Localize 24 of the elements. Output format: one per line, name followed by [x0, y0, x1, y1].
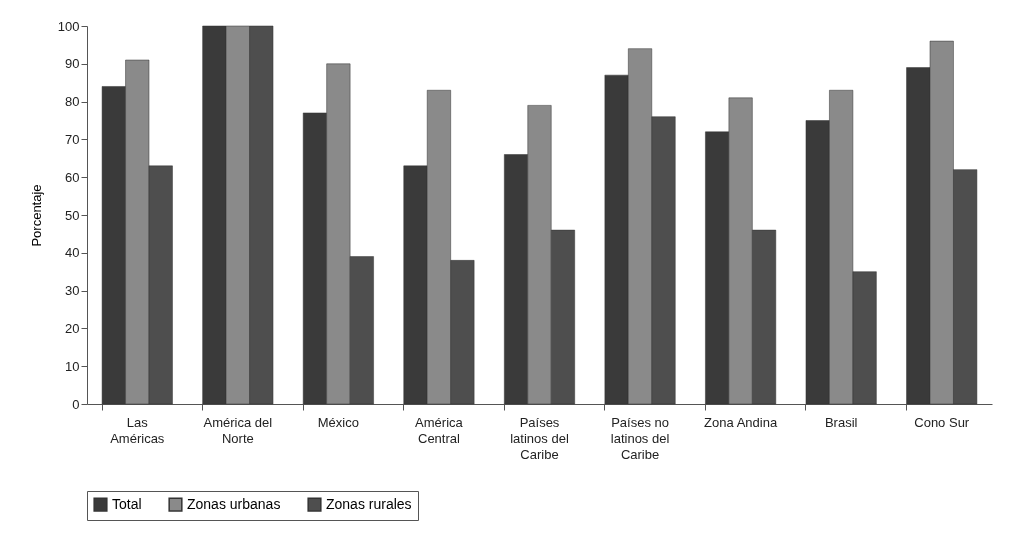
x-tick-label: América del Norte	[203, 414, 273, 446]
x-tick-label: Países no latinos del Caribe	[610, 414, 670, 462]
y-tick-label: 10	[65, 358, 80, 374]
x-tick-label: Cono Sur	[914, 414, 970, 430]
y-tick-label: 70	[65, 131, 80, 147]
y-tick-label: 100	[57, 18, 80, 34]
x-tick-label: Países latinos del Caribe	[510, 414, 569, 462]
y-tick-label: 40	[65, 245, 80, 261]
y-tick-label: 0	[72, 396, 80, 412]
legend-label: Zonas rurales	[326, 495, 412, 512]
y-tick-label: 20	[65, 320, 80, 336]
x-tick-label: México	[317, 414, 359, 430]
y-tick-label: 90	[65, 56, 80, 72]
y-tick-label: 80	[65, 94, 80, 110]
legend-label: Total	[112, 495, 142, 512]
x-tick-label: Brasil	[824, 414, 858, 430]
y-tick-label: 50	[65, 207, 80, 223]
y-axis-title: Porcentaje	[28, 184, 44, 247]
x-tick-label: Zona Andina	[704, 414, 778, 430]
legend-label: Zonas urbanas	[187, 495, 281, 512]
x-tick-label: América Central	[415, 414, 464, 446]
x-tick-label: Las Américas	[110, 414, 165, 446]
y-tick-label: 30	[65, 283, 80, 299]
y-tick-label: 60	[65, 169, 80, 185]
